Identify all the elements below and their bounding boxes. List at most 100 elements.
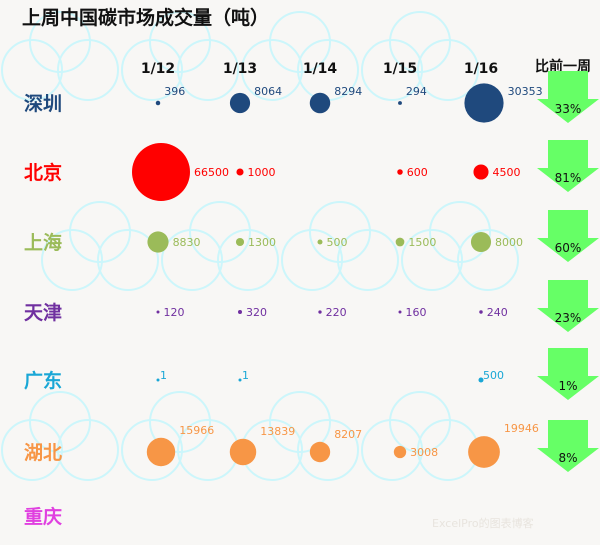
city-label: 天津: [24, 301, 62, 324]
value-label: 600: [407, 166, 428, 179]
change-label: 33%: [555, 102, 582, 116]
decoration-ring: [401, 229, 463, 291]
decoration-ring: [1, 39, 63, 101]
bubble: [132, 143, 190, 201]
change-label: 8%: [558, 451, 577, 465]
value-label: 220: [326, 306, 347, 319]
bubble: [470, 231, 492, 253]
bubble: [147, 231, 169, 253]
decoration-ring: [69, 201, 131, 263]
bubble: [237, 309, 243, 315]
value-label: 13839: [260, 425, 295, 438]
chart-title: 上周中国碳市场成交量（吨）: [22, 6, 269, 29]
value-label: 294: [406, 85, 427, 98]
decoration-ring: [361, 419, 423, 481]
value-label: 500: [483, 369, 504, 382]
value-label: 1500: [408, 236, 436, 249]
value-label: 160: [406, 306, 427, 319]
bubble: [479, 310, 483, 314]
change-label: 60%: [555, 241, 582, 255]
bubble: [309, 92, 331, 114]
date-headers: 1/12 1/13 1/14 1/15 1/16 比前一周: [141, 58, 591, 77]
change-label: 81%: [555, 171, 582, 185]
decoration-ring: [149, 11, 211, 73]
bubble: [238, 378, 242, 382]
compare-header: 比前一周: [535, 58, 591, 75]
city-row: 天津 120 320 220 160 240 23%: [24, 280, 599, 332]
decoration-ring: [457, 229, 519, 291]
decoration-ring: [281, 229, 343, 291]
decoration-ring: [1, 419, 63, 481]
decoration-ring: [57, 419, 119, 481]
bubble: [236, 168, 244, 176]
change-label: 23%: [555, 311, 582, 325]
bubble: [318, 310, 322, 314]
value-label: 8000: [495, 236, 523, 249]
date-header: 1/16: [464, 61, 498, 77]
decoration-ring: [269, 11, 331, 73]
decoration-ring: [29, 11, 91, 73]
decoration-ring: [41, 229, 103, 291]
city-row: 广东 1 1 500 1%: [24, 348, 599, 400]
bubble: [464, 83, 504, 123]
value-label: 8830: [173, 236, 201, 249]
decoration-ring: [337, 229, 399, 291]
decoration-ring: [177, 39, 239, 101]
bubble: [156, 310, 160, 314]
date-header: 1/12: [141, 61, 175, 77]
decoration-ring: [161, 229, 223, 291]
value-label: 500: [327, 236, 348, 249]
city-label: 广东: [24, 369, 62, 392]
bubble: [398, 101, 402, 105]
value-label: 1300: [248, 236, 276, 249]
value-label: 4500: [493, 166, 521, 179]
value-label: 66500: [194, 166, 229, 179]
city-row: 湖北 15966 13839 8207 3008 19946 8%: [24, 420, 599, 472]
decoration-ring: [241, 39, 303, 101]
bubble: [155, 100, 161, 106]
decoration-ring: [297, 419, 359, 481]
value-label: 1: [160, 369, 167, 382]
down-arrow-icon: [537, 348, 599, 400]
value-label: 15966: [179, 424, 214, 437]
city-label: 上海: [24, 231, 62, 254]
down-arrow-icon: [537, 71, 599, 123]
watermark-text: ExcelPro的图表博客: [432, 516, 534, 530]
value-label: 19946: [504, 422, 539, 435]
decoration-ring: [309, 201, 371, 263]
bubble: [397, 169, 403, 175]
decoration-ring: [121, 419, 183, 481]
bubble: [393, 445, 407, 459]
value-label: 1000: [248, 166, 276, 179]
bubble: [309, 441, 331, 463]
value-label: 320: [246, 306, 267, 319]
city-rows: 深圳 396 8064 8294 294 30353 33% 北京 66500 1000 600 45…: [24, 71, 599, 528]
decoration-ring: [361, 39, 423, 101]
bubble: [235, 237, 245, 247]
bubble: [317, 239, 323, 245]
date-header: 1/13: [223, 61, 257, 77]
city-row: 上海 8830 1300 500 1500 8000 60%: [24, 210, 599, 262]
city-label: 北京: [24, 161, 62, 184]
city-row: 重庆: [24, 505, 62, 528]
bubble: [146, 437, 176, 467]
bubble: [229, 92, 251, 114]
value-label: 240: [487, 306, 508, 319]
decoration-ring: [149, 391, 211, 453]
down-arrow-icon: [537, 280, 599, 332]
value-label: 30353: [508, 85, 543, 98]
bubble: [478, 377, 484, 383]
city-label: 湖北: [24, 442, 62, 464]
decoration-ring: [429, 201, 491, 263]
decoration-ring: [417, 39, 479, 101]
value-label: 8064: [254, 85, 282, 98]
value-label: 8294: [334, 85, 362, 98]
decoration-ring: [389, 391, 451, 453]
value-label: 8207: [334, 428, 362, 441]
down-arrow-icon: [537, 140, 599, 192]
value-label: 120: [164, 306, 185, 319]
bubble: [473, 164, 489, 180]
decoration-ring: [217, 229, 279, 291]
down-arrow-icon: [537, 210, 599, 262]
